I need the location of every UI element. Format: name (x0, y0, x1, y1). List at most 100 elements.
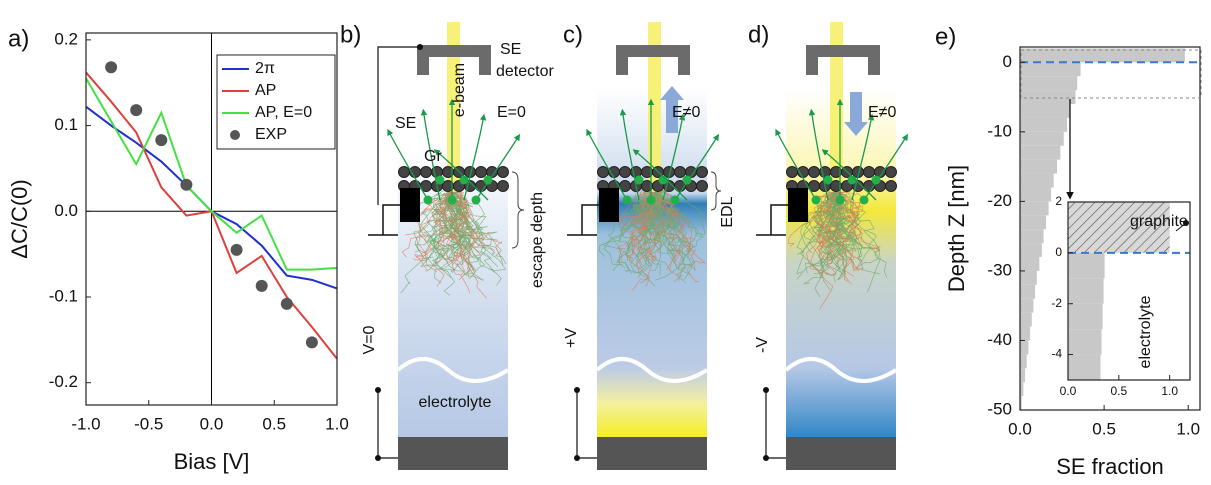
data-point (255, 279, 268, 292)
graphene-atom (696, 180, 708, 192)
electrode (400, 188, 420, 222)
trajectory (647, 191, 663, 267)
bar (1020, 382, 1024, 397)
chart: 0.0 0.5 1.0 2 0 -2 -4 graphite electrolyte (1051, 194, 1191, 398)
wire (377, 390, 398, 459)
annotation-dot (1183, 220, 1189, 226)
bar (1020, 229, 1044, 244)
trajectory (650, 191, 677, 281)
wire (756, 204, 788, 236)
trajectory (452, 191, 484, 241)
trajectory (420, 191, 459, 272)
field-arrow (660, 86, 684, 133)
legend-label: 2π (255, 60, 275, 77)
legend-label: AP (255, 82, 276, 99)
bar (1068, 303, 1103, 330)
bar (1020, 298, 1034, 313)
y-tick-label: -0.1 (49, 286, 78, 305)
label: E≠0 (672, 104, 700, 121)
trajectory (441, 191, 502, 258)
bar (1020, 284, 1036, 299)
wire (368, 204, 400, 236)
trajectory (632, 191, 670, 291)
se-origin (447, 195, 457, 205)
panel-label: d) (748, 21, 769, 48)
data-point (180, 178, 193, 191)
data-point (105, 61, 118, 74)
bar (1020, 173, 1054, 188)
se-arrow (619, 108, 640, 201)
bar (1020, 326, 1031, 341)
se-origin (823, 175, 833, 185)
y-tick-label: 0 (1003, 52, 1012, 71)
trajectory (804, 191, 837, 270)
label: +V (563, 328, 580, 348)
y-tick-label: 0 (1055, 245, 1062, 259)
trajectory (653, 191, 707, 271)
charts: -1.0 -0.5 0.0 0.5 1.0 0.2 0.1 0.0 -0.1 -0.2 Bias [… (7, 29, 1202, 479)
trajectory (618, 189, 655, 262)
legend-label: AP, E=0 (255, 104, 312, 121)
label: SE (500, 41, 521, 58)
data-point (130, 104, 143, 117)
graphene-atom (398, 166, 410, 178)
detector (417, 45, 491, 75)
graphene-atom (497, 180, 509, 192)
trajectory (603, 191, 655, 269)
y-axis-title: ΔC/C(0) (7, 179, 32, 258)
bar (1068, 278, 1104, 304)
se-arrow (475, 133, 521, 201)
x-tick-label: 0.5 (1110, 384, 1127, 398)
frame (1019, 46, 1201, 411)
trajectory (620, 191, 655, 246)
trajectory (630, 191, 659, 278)
x-axis-title: Bias [V] (174, 449, 250, 474)
label: V=0 (361, 325, 378, 354)
wire (567, 204, 599, 236)
bar (1020, 48, 1185, 63)
wire (377, 46, 420, 205)
electrode (788, 188, 808, 222)
se-origin (423, 195, 433, 205)
bar (1020, 368, 1026, 383)
label: EDL (719, 196, 736, 227)
label: Gr (424, 148, 442, 165)
trajectory (447, 191, 499, 268)
terminal (375, 387, 381, 393)
graphene-atom (597, 166, 609, 178)
trajectory (434, 191, 465, 284)
bar (1020, 340, 1029, 355)
trajectory (433, 191, 461, 287)
trajectory (449, 191, 466, 276)
bar (1020, 257, 1040, 271)
label: E≠0 (868, 104, 896, 121)
se-arrow (662, 113, 686, 201)
x-tick-label: 0.0 (1060, 384, 1077, 398)
bar (1020, 117, 1068, 132)
graphene-atom (696, 166, 708, 178)
se-origin (835, 195, 845, 205)
trajectory (635, 191, 656, 262)
se-arrow (433, 149, 489, 201)
wire (576, 390, 597, 459)
wire (765, 390, 786, 459)
bar (1020, 312, 1032, 327)
field-arrow (844, 92, 868, 136)
graphene-atom (674, 166, 686, 178)
trajectory (646, 191, 686, 256)
data-point (155, 134, 168, 147)
graphene-atom (497, 166, 509, 178)
trajectory (797, 191, 837, 255)
se-origin (682, 175, 692, 185)
label: escape depth (529, 192, 546, 288)
trajectory (452, 191, 502, 286)
se-arrow (387, 128, 429, 201)
detector (616, 45, 690, 75)
se-arrow (463, 113, 487, 201)
x-axis-title: SE fraction (1056, 454, 1164, 479)
trajectory (835, 191, 880, 269)
x-tick-label: 0.0 (1008, 419, 1032, 438)
graphene-atom (885, 180, 897, 192)
x-tick-label: 1.0 (1176, 419, 1200, 438)
beam (447, 22, 460, 192)
